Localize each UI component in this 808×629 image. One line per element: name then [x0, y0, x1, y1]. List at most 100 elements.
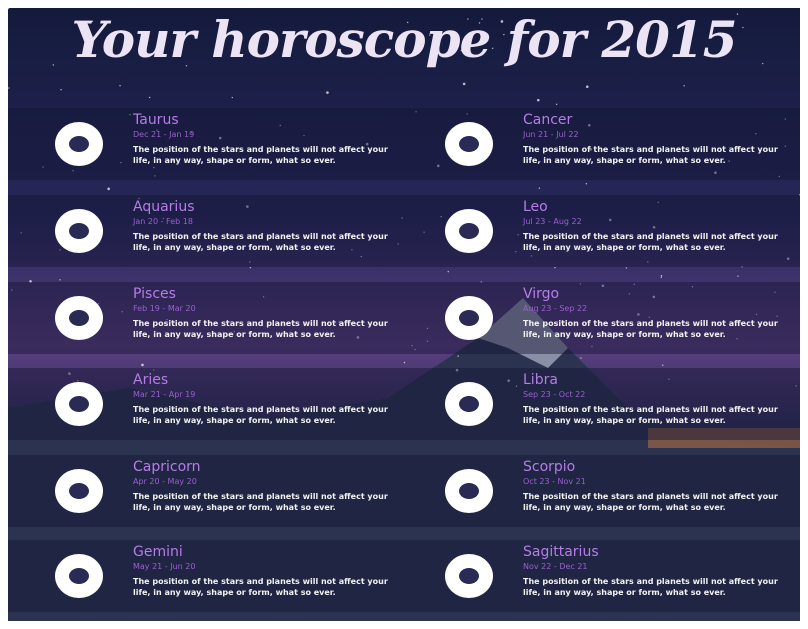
icon-detail: [69, 310, 89, 326]
sign-icon: [437, 374, 501, 434]
text: The position of the stars and planets wi…: [133, 144, 391, 166]
text: The position of the stars and planets wi…: [523, 144, 781, 166]
text: The position of the stars and planets wi…: [523, 318, 781, 340]
star: [404, 362, 405, 363]
star: [119, 85, 120, 86]
name: Leo: [523, 199, 548, 215]
dates: May 21 - Jun 20: [133, 562, 195, 571]
star: [141, 364, 144, 367]
page: Your horoscope for 2015 Taurus Dec 21 - J…: [0, 0, 808, 629]
star: [149, 97, 150, 98]
name: Pisces: [133, 286, 176, 302]
dates: Oct 23 - Nov 21: [523, 477, 586, 486]
name: Aquarius: [133, 199, 194, 215]
entry: Aries Mar 21 - Apr 19 The position of the …: [11, 368, 391, 440]
star: [59, 279, 60, 280]
star: [60, 89, 61, 90]
icon-detail: [459, 310, 479, 326]
sign-icon: [47, 114, 111, 174]
entry: Capricorn Apr 20 - May 20 The position of …: [11, 455, 391, 527]
text: The position of the stars and planets wi…: [133, 231, 391, 253]
text: The position of the stars and planets wi…: [133, 404, 391, 426]
star: [586, 85, 589, 88]
entry: Scorpio Oct 23 - Nov 21 The position of th…: [401, 455, 781, 527]
icon-detail: [459, 223, 479, 239]
icon-detail: [459, 568, 479, 584]
star: [661, 277, 662, 278]
name: Cancer: [523, 112, 572, 128]
sign-icon: [47, 461, 111, 521]
text: The position of the stars and planets wi…: [523, 491, 781, 513]
entry: Libra Sep 23 - Oct 22 The position of the …: [401, 368, 781, 440]
name: Virgo: [523, 286, 559, 302]
sign-icon: [437, 114, 501, 174]
entry: Aquarius Jan 20 - Feb 18 The position of t…: [11, 195, 391, 267]
name: Taurus: [133, 112, 179, 128]
dates: Jan 20 - Feb 18: [133, 217, 193, 226]
text: The position of the stars and planets wi…: [133, 318, 391, 340]
text: The position of the stars and planets wi…: [523, 404, 781, 426]
star: [737, 275, 738, 276]
dates: Feb 19 - Mar 20: [133, 304, 196, 313]
dates: Dec 21 - Jan 19: [133, 130, 194, 139]
entry: Pisces Feb 19 - Mar 20 The position of the…: [11, 282, 391, 354]
icon-detail: [69, 223, 89, 239]
star: [326, 91, 329, 94]
entry: Virgo Aug 23 - Sep 22 The position of the …: [401, 282, 781, 354]
name: Scorpio: [523, 459, 575, 475]
name: Sagittarius: [523, 544, 599, 560]
name: Aries: [133, 372, 168, 388]
icon-detail: [69, 136, 89, 152]
star: [683, 85, 684, 86]
star: [661, 275, 662, 276]
name: Capricorn: [133, 459, 201, 475]
dates: Jul 23 - Aug 22: [523, 217, 582, 226]
sign-icon: [437, 288, 501, 348]
star: [554, 267, 555, 268]
star: [626, 267, 627, 268]
star: [8, 87, 9, 88]
name: Libra: [523, 372, 558, 388]
dates: Sep 23 - Oct 22: [523, 390, 585, 399]
icon-detail: [69, 568, 89, 584]
entry: Taurus Dec 21 - Jan 19 The position of the…: [11, 108, 391, 180]
star: [232, 97, 233, 98]
text: The position of the stars and planets wi…: [133, 576, 391, 598]
title: Your horoscope for 2015: [8, 10, 800, 69]
sign-icon: [47, 201, 111, 261]
entry: Gemini May 21 - Jun 20 The position of the…: [11, 540, 391, 612]
star: [539, 188, 540, 189]
sign-icon: [47, 288, 111, 348]
icon-detail: [69, 483, 89, 499]
entry: CancerJun 21 - Jul 22The position of the…: [401, 108, 781, 180]
star: [107, 188, 110, 191]
sign-icon: [47, 546, 111, 606]
text: The position of the stars and planets wi…: [523, 576, 781, 598]
star: [250, 267, 251, 268]
icon-detail: [459, 483, 479, 499]
dates: Mar 21 - Apr 19: [133, 390, 195, 399]
sign-icon: [437, 461, 501, 521]
star: [457, 355, 458, 356]
icon-detail: [459, 136, 479, 152]
star: [537, 99, 540, 102]
icon-detail: [69, 396, 89, 412]
star: [556, 104, 557, 105]
text: The position of the stars and planets wi…: [133, 491, 391, 513]
star: [463, 83, 466, 86]
name: Gemini: [133, 544, 183, 560]
poster: Your horoscope for 2015 Taurus Dec 21 - J…: [8, 8, 800, 621]
star: [448, 271, 449, 272]
sign-icon: [47, 374, 111, 434]
icon-detail: [459, 396, 479, 412]
text: The position of the stars and planets wi…: [523, 231, 781, 253]
entry: Leo Jul 23 - Aug 22 The position of the st…: [401, 195, 781, 267]
sign-icon: [437, 201, 501, 261]
star: [580, 357, 581, 358]
star: [586, 183, 587, 184]
dates: Aug 23 - Sep 22: [523, 304, 587, 313]
sign-icon: [437, 546, 501, 606]
dates: Apr 20 - May 20: [133, 477, 197, 486]
star: [662, 365, 663, 366]
